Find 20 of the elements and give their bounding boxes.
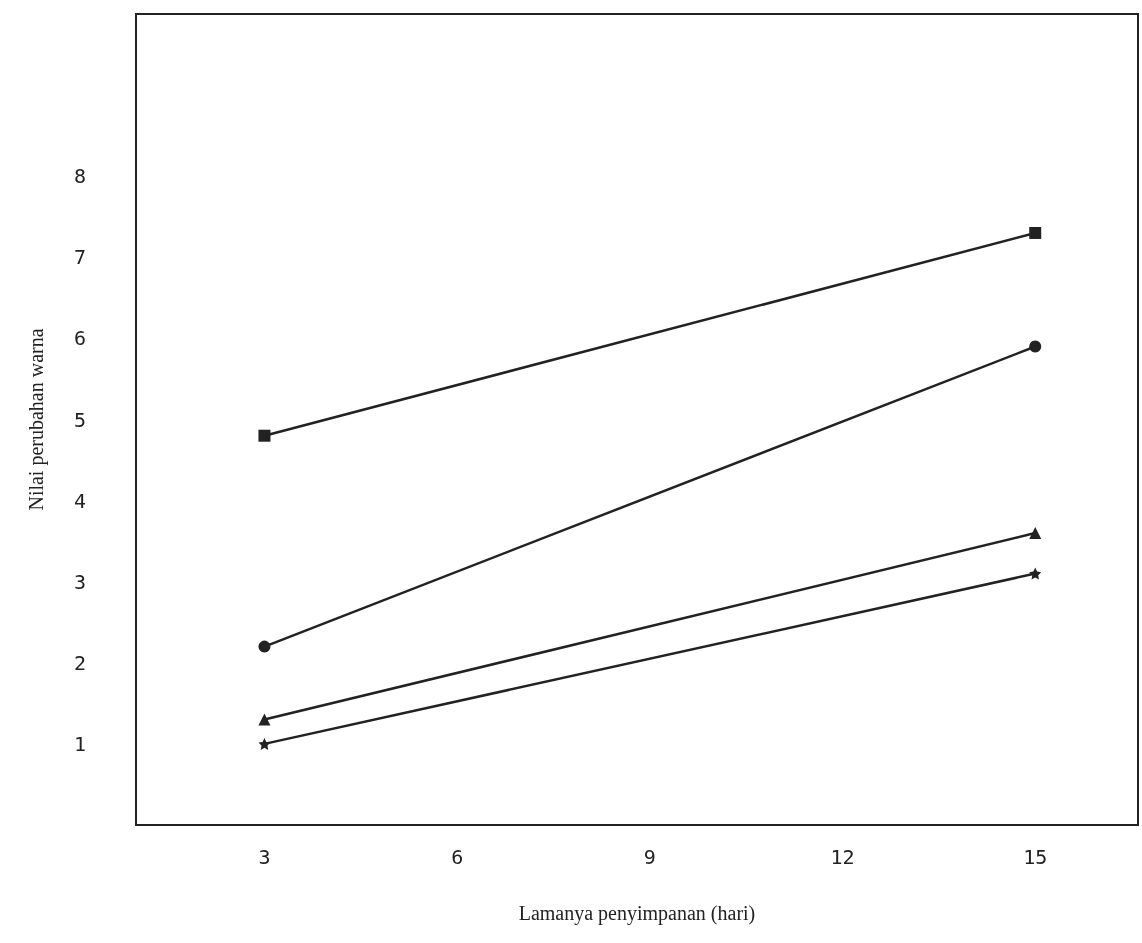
y-tick-label: 6 (73, 326, 86, 351)
point (1029, 567, 1042, 580)
x-tick-label: 15 (1023, 845, 1048, 869)
x-tick-label: 6 (451, 845, 464, 869)
point (1029, 226, 1042, 239)
x-axis-title: Lamanya penyimpanan (hari) (518, 902, 756, 925)
y-tick-label: 3 (73, 569, 86, 594)
y-tick-label: 2 (73, 650, 86, 675)
y-tick-label: 8 (73, 164, 86, 189)
y-tick-label: 4 (73, 488, 86, 513)
y-tick-label: 7 (73, 245, 86, 270)
point (1029, 340, 1042, 353)
point (258, 429, 271, 442)
point (258, 640, 271, 653)
y-axis-title: Nilai perubahan warna (25, 328, 48, 511)
y-tick-label: 1 (73, 731, 86, 756)
x-tick-label: 3 (258, 845, 271, 869)
y-tick-label: 5 (73, 407, 86, 432)
x-tick-label: 9 (643, 845, 656, 869)
x-tick-label: 12 (830, 845, 855, 869)
